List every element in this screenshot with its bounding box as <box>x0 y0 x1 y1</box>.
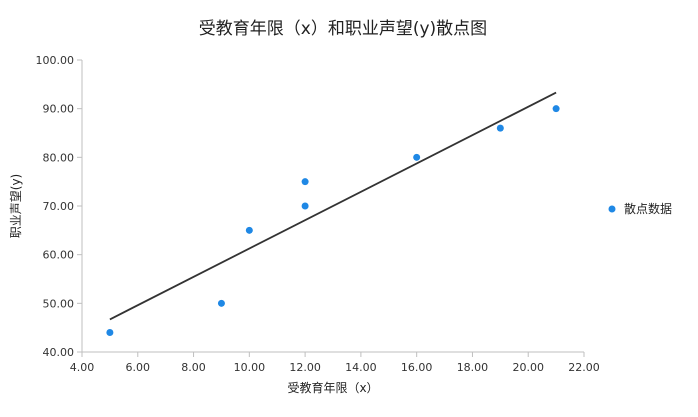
x-tick-label: 4.00 <box>70 361 95 374</box>
data-points <box>106 105 560 337</box>
legend-label: 散点数据 <box>624 201 672 216</box>
y-axis-title: 职业声望(y) <box>9 174 23 238</box>
x-tick-label: 12.00 <box>289 361 321 374</box>
y-tick-label: 90.00 <box>43 103 75 116</box>
data-point <box>496 124 504 132</box>
x-tick-label: 10.00 <box>234 361 266 374</box>
data-point <box>301 202 309 210</box>
data-point <box>301 178 309 186</box>
data-point <box>106 329 114 337</box>
data-point <box>413 153 421 161</box>
y-tick-label: 80.00 <box>43 151 75 164</box>
legend: 散点数据 <box>608 201 672 216</box>
data-point <box>552 105 560 113</box>
data-point <box>217 299 225 307</box>
legend-marker <box>608 205 616 213</box>
y-tick-label: 40.00 <box>43 346 75 359</box>
y-tick-label: 60.00 <box>43 249 75 262</box>
chart-title: 受教育年限（x）和职业声望(y)散点图 <box>199 19 487 39</box>
y-tick-label: 100.00 <box>36 54 75 67</box>
trendline-path <box>109 91 557 321</box>
x-tick-label: 16.00 <box>401 361 433 374</box>
y-tick-labels: 40.00 50.00 60.00 70.00 80.00 90.00 100.00 <box>36 54 82 359</box>
x-tick-label: 18.00 <box>457 361 489 374</box>
y-tick-label: 50.00 <box>43 297 75 310</box>
x-axis-title: 受教育年限（x） <box>287 380 378 395</box>
y-tick-label: 70.00 <box>43 200 75 213</box>
x-tick-labels: 4.00 6.00 8.00 10.00 12.00 14.00 16.00 18.00 20.… <box>70 352 600 374</box>
trendline <box>109 91 557 321</box>
x-tick-label: 14.00 <box>345 361 377 374</box>
x-tick-label: 22.00 <box>568 361 600 374</box>
data-point <box>245 226 253 234</box>
x-tick-label: 8.00 <box>181 361 206 374</box>
x-tick-label: 20.00 <box>512 361 544 374</box>
x-tick-label: 6.00 <box>126 361 151 374</box>
